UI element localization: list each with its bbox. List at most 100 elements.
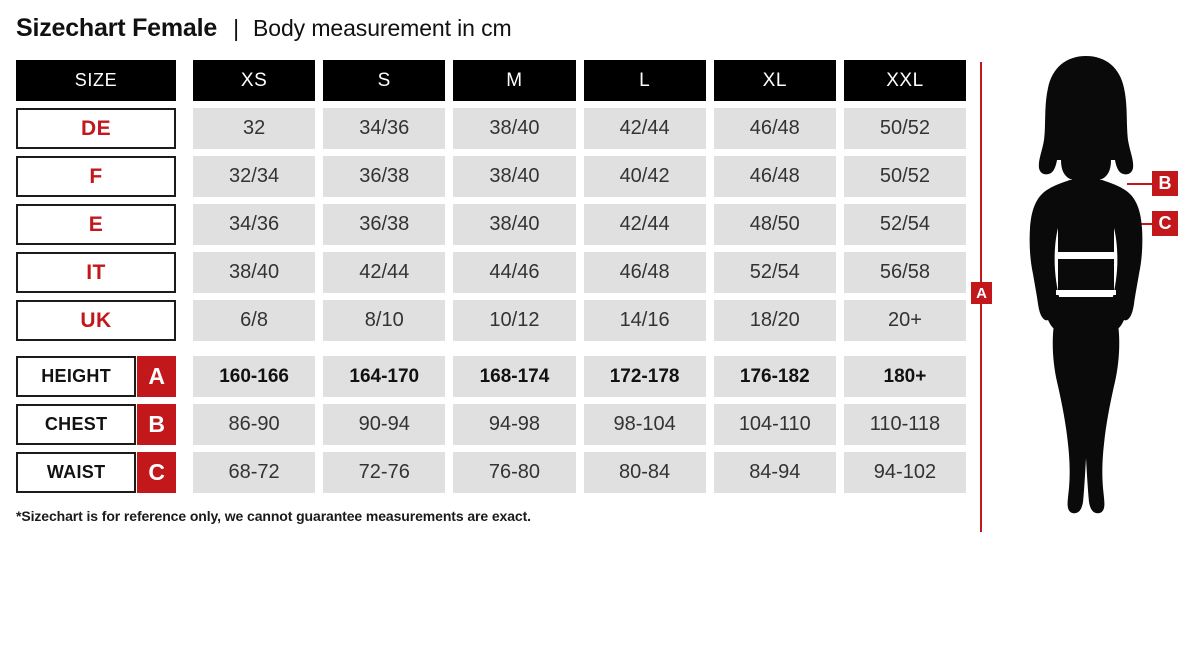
label-column-gap [176, 204, 185, 245]
cell-e-xs: 34/36 [193, 204, 316, 245]
cell-chest-l: 98-104 [583, 404, 706, 445]
row-label-cell-e: E [16, 204, 176, 245]
column-header-s: S [323, 60, 446, 101]
cell-de-xxl: 50/52 [843, 108, 967, 149]
column-header-l: L [583, 60, 706, 101]
cell-it-m: 44/46 [453, 252, 576, 293]
row-label-cell-height: HEIGHT A [16, 356, 176, 397]
column-header-size: SIZE [16, 60, 176, 101]
cell-f-xs: 32/34 [193, 156, 316, 197]
cell-height-xl: 176-182 [713, 356, 836, 397]
cell-waist-xxl: 94-102 [843, 452, 967, 493]
row-label-de: DE [16, 108, 176, 149]
label-column-gap [176, 60, 185, 101]
table-row: DE 32 34/36 38/40 42/44 46/48 50/52 [16, 108, 967, 149]
column-header-m: M [453, 60, 576, 101]
label-column-gap [176, 300, 185, 341]
cell-de-l: 42/44 [583, 108, 706, 149]
footnote-text: *Sizechart is for reference only, we can… [16, 508, 531, 524]
female-silhouette-icon [1029, 56, 1143, 514]
column-header-xxl: XXL [843, 60, 967, 101]
cell-chest-s: 90-94 [323, 404, 446, 445]
cell-waist-s: 72-76 [323, 452, 446, 493]
cell-f-xl: 46/48 [713, 156, 836, 197]
cell-uk-m: 10/12 [453, 300, 576, 341]
cell-e-xxl: 52/54 [843, 204, 967, 245]
row-label-cell-f: F [16, 156, 176, 197]
cell-it-xs: 38/40 [193, 252, 316, 293]
cell-it-s: 42/44 [323, 252, 446, 293]
cell-f-xxl: 50/52 [843, 156, 967, 197]
page-title: Sizechart Female | Body measurement in c… [16, 14, 512, 43]
cell-it-l: 46/48 [583, 252, 706, 293]
cell-de-m: 38/40 [453, 108, 576, 149]
marker-a-badge: A [971, 282, 992, 304]
column-header-xl: XL [713, 60, 836, 101]
row-label-uk: UK [16, 300, 176, 341]
marker-b-badge: B [1152, 171, 1178, 196]
chest-leader-line [1127, 183, 1152, 185]
table-row: E 34/36 36/38 38/40 42/44 48/50 52/54 [16, 204, 967, 245]
cell-it-xxl: 56/58 [843, 252, 967, 293]
cell-height-xxl: 180+ [843, 356, 967, 397]
table-row: UK 6/8 8/10 10/12 14/16 18/20 20+ [16, 300, 967, 341]
row-label-chest: CHEST [16, 404, 137, 445]
title-main-text: Sizechart Female [16, 14, 218, 42]
cell-f-m: 38/40 [453, 156, 576, 197]
table-row: F 32/34 36/38 38/40 40/42 46/48 50/52 [16, 156, 967, 197]
row-label-waist: WAIST [16, 452, 137, 493]
row-label-e: E [16, 204, 176, 245]
cell-height-l: 172-178 [583, 356, 706, 397]
row-label-f: F [16, 156, 176, 197]
label-column-gap [176, 108, 185, 149]
title-subtitle-text: Body measurement in cm [253, 15, 512, 41]
label-column-gap [176, 252, 185, 293]
marker-c-badge: C [1152, 211, 1178, 236]
row-label-cell-chest: CHEST B [16, 404, 176, 445]
cell-height-s: 164-170 [323, 356, 446, 397]
cell-height-xs: 160-166 [193, 356, 316, 397]
table-row: CHEST B 86-90 90-94 94-98 98-104 104-110… [16, 404, 967, 445]
cell-de-xs: 32 [193, 108, 316, 149]
cell-f-s: 36/38 [323, 156, 446, 197]
cell-de-s: 34/36 [323, 108, 446, 149]
row-label-it: IT [16, 252, 176, 293]
cell-f-l: 40/42 [583, 156, 706, 197]
label-column-gap [176, 356, 185, 397]
measure-badge-b: B [137, 404, 176, 445]
measure-badge-a: A [137, 356, 176, 397]
cell-e-s: 36/38 [323, 204, 446, 245]
cell-chest-xxl: 110-118 [843, 404, 967, 445]
cell-e-m: 38/40 [453, 204, 576, 245]
cell-waist-xl: 84-94 [713, 452, 836, 493]
cell-de-xl: 46/48 [713, 108, 836, 149]
cell-height-m: 168-174 [453, 356, 576, 397]
cell-uk-xl: 18/20 [713, 300, 836, 341]
table-row: IT 38/40 42/44 44/46 46/48 52/54 56/58 [16, 252, 967, 293]
row-label-cell-it: IT [16, 252, 176, 293]
row-label-cell-waist: WAIST C [16, 452, 176, 493]
body-diagram: A B C [966, 52, 1200, 542]
cell-uk-xxl: 20+ [843, 300, 967, 341]
label-column-gap [176, 452, 185, 493]
cell-it-xl: 52/54 [713, 252, 836, 293]
label-column-gap [176, 156, 185, 197]
cell-chest-xl: 104-110 [713, 404, 836, 445]
column-header-xs: XS [193, 60, 316, 101]
cell-waist-m: 76-80 [453, 452, 576, 493]
cell-waist-xs: 68-72 [193, 452, 316, 493]
cell-uk-l: 14/16 [583, 300, 706, 341]
measure-badge-c: C [137, 452, 176, 493]
cell-waist-l: 80-84 [583, 452, 706, 493]
table-row: WAIST C 68-72 72-76 76-80 80-84 84-94 94… [16, 452, 967, 493]
label-column-gap [176, 404, 185, 445]
cell-uk-s: 8/10 [323, 300, 446, 341]
row-label-cell-de: DE [16, 108, 176, 149]
cell-uk-xs: 6/8 [193, 300, 316, 341]
cell-e-l: 42/44 [583, 204, 706, 245]
cell-e-xl: 48/50 [713, 204, 836, 245]
cell-chest-xs: 86-90 [193, 404, 316, 445]
sizechart-table: SIZE XS S M L XL XXL DE 32 34/36 38/40 4… [16, 60, 967, 500]
title-separator: | [233, 15, 240, 41]
